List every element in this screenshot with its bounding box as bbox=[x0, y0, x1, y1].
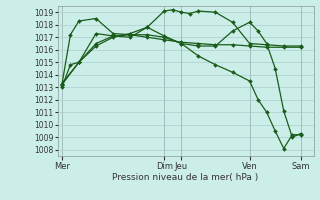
X-axis label: Pression niveau de la mer( hPa ): Pression niveau de la mer( hPa ) bbox=[112, 173, 259, 182]
